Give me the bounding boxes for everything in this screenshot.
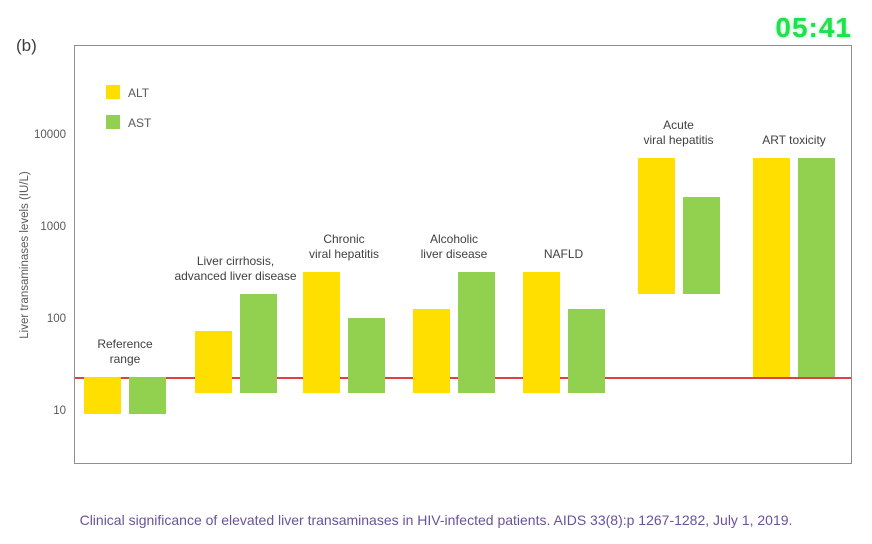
category-label-line: viral hepatitis [643,133,714,148]
y-tick-10: 10 [53,405,66,417]
category-label-art-toxicity: ART toxicity [714,133,872,148]
category-label-reference-range: Reference range [45,337,205,367]
legend-swatch-ast [106,115,120,129]
bar-alt-nafld [522,271,560,393]
bar-ast-alcoholic-liver-disease [458,271,495,393]
bar-alt-alcoholic-liver-disease [413,308,450,393]
bar-alt-liver-cirrhosis-advanced-liver-disease [194,330,232,393]
category-label-nafld: NAFLD [484,247,644,262]
category-label-line: ART toxicity [762,133,826,148]
legend-label-ast: AST [128,116,152,130]
category-label-line: viral hepatitis [308,246,380,261]
category-label-liver-cirrhosis-advanced-liver-disease: Liver cirrhosis, advanced liver disease [156,254,316,284]
category-label-acute-viral-hepatitis: Acute viral hepatitis [599,118,759,148]
category-label-alcoholic-liver-disease: Alcoholic liver disease [374,232,534,262]
category-label-line: liver disease [420,246,488,261]
bar-alt-reference-range [84,377,121,414]
category-label-line: Chronic [323,231,365,246]
plot-area: Reference range Liver cirrhosis, advanced l… [74,45,852,464]
y-axis-tick-labels: 10 100 1000 10000 [0,45,66,464]
bar-ast-nafld [567,308,605,393]
bar-alt-art-toxicity [753,158,790,378]
category-label-line: Liver cirrhosis, [196,254,275,269]
bar-alt-acute-viral-hepatitis [637,158,675,295]
bar-ast-chronic-viral-hepatitis [348,318,385,393]
category-label-line: advanced liver disease [174,269,297,284]
bar-ast-acute-viral-hepatitis [682,196,720,295]
category-label-line: range [109,352,141,367]
y-tick-10000: 10000 [34,129,66,141]
bar-alt-chronic-viral-hepatitis [303,271,340,393]
category-label-chronic-viral-hepatitis: Chronic viral hepatitis [264,232,424,262]
category-label-line: Alcoholic [429,231,479,246]
bar-ast-art-toxicity [798,158,835,378]
bar-ast-reference-range [129,377,166,414]
figure-caption: Clinical significance of elevated liver … [79,512,793,528]
bar-ast-liver-cirrhosis-advanced-liver-disease [239,294,277,393]
category-label-line: Acute [663,118,694,133]
y-tick-1000: 1000 [40,221,66,233]
legend-swatch-alt [106,85,120,99]
legend-label-alt: ALT [128,86,150,100]
y-tick-100: 100 [46,313,66,325]
countdown-timer: 05:41 [775,12,852,43]
panel-label: (b) [16,36,37,55]
category-label-line: Reference [97,337,153,352]
category-label-line: NAFLD [543,246,584,261]
